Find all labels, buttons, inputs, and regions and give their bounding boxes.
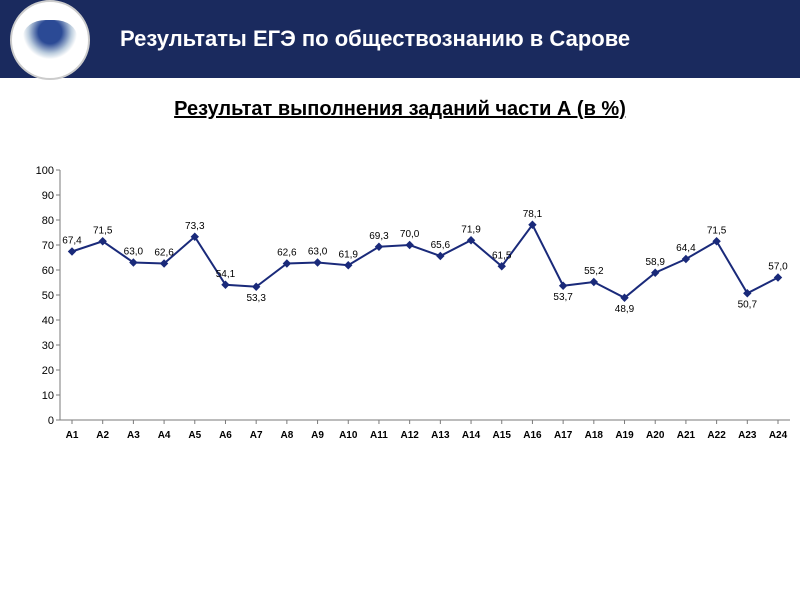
svg-text:10: 10 <box>42 390 54 402</box>
svg-text:58,9: 58,9 <box>645 257 665 268</box>
svg-text:62,6: 62,6 <box>277 248 297 259</box>
svg-text:А18: А18 <box>585 430 604 441</box>
svg-text:А6: А6 <box>219 430 232 441</box>
svg-text:А19: А19 <box>615 430 634 441</box>
svg-text:70,0: 70,0 <box>400 229 420 240</box>
svg-text:73,3: 73,3 <box>185 221 205 232</box>
svg-text:71,5: 71,5 <box>707 225 727 236</box>
svg-text:А8: А8 <box>280 430 293 441</box>
page-title: Результаты ЕГЭ по обществознанию в Саров… <box>120 26 630 52</box>
svg-text:54,1: 54,1 <box>216 269 236 280</box>
svg-text:40: 40 <box>42 315 54 327</box>
svg-text:65,6: 65,6 <box>431 240 451 251</box>
svg-text:А4: А4 <box>158 430 171 441</box>
svg-text:63,0: 63,0 <box>308 247 328 258</box>
svg-text:А24: А24 <box>769 430 788 441</box>
svg-text:А3: А3 <box>127 430 140 441</box>
svg-text:А9: А9 <box>311 430 324 441</box>
svg-text:70: 70 <box>42 240 54 252</box>
svg-text:69,3: 69,3 <box>369 231 389 242</box>
svg-text:А12: А12 <box>400 430 419 441</box>
svg-text:53,3: 53,3 <box>246 293 266 304</box>
logo-badge <box>10 0 90 80</box>
svg-text:А7: А7 <box>250 430 263 441</box>
chart-subtitle: Результат выполнения заданий части А (в … <box>0 98 800 121</box>
svg-text:50,7: 50,7 <box>738 299 758 310</box>
svg-text:А20: А20 <box>646 430 665 441</box>
svg-text:А22: А22 <box>707 430 726 441</box>
svg-text:А23: А23 <box>738 430 757 441</box>
svg-text:А5: А5 <box>188 430 201 441</box>
svg-text:0: 0 <box>48 415 54 427</box>
svg-text:90: 90 <box>42 190 54 202</box>
svg-text:20: 20 <box>42 365 54 377</box>
svg-text:А13: А13 <box>431 430 450 441</box>
svg-text:А11: А11 <box>370 430 388 441</box>
svg-text:53,7: 53,7 <box>553 292 573 303</box>
chart-area: 0 10 20 30 40 50 60 70 80 90 100 А1 А2 А3 А4 А5 А6 А7 А8 А9… <box>0 160 800 460</box>
svg-text:А17: А17 <box>554 430 573 441</box>
svg-text:А2: А2 <box>96 430 109 441</box>
svg-text:А15: А15 <box>493 430 512 441</box>
line-chart: 0 10 20 30 40 50 60 70 80 90 100 А1 А2 А3 А4 А5 А6 А7 А8 А9… <box>0 160 800 460</box>
svg-text:А1: А1 <box>66 430 79 441</box>
subtitle-container: Результат выполнения заданий части А (в … <box>0 78 800 129</box>
svg-text:67,4: 67,4 <box>62 236 82 247</box>
svg-text:71,9: 71,9 <box>461 224 481 235</box>
svg-text:62,6: 62,6 <box>154 248 174 259</box>
svg-text:55,2: 55,2 <box>584 266 604 277</box>
svg-text:71,5: 71,5 <box>93 225 113 236</box>
svg-text:64,4: 64,4 <box>676 243 696 254</box>
svg-text:78,1: 78,1 <box>523 209 543 220</box>
svg-text:100: 100 <box>36 165 54 177</box>
svg-text:57,0: 57,0 <box>768 262 788 273</box>
svg-text:50: 50 <box>42 290 54 302</box>
svg-text:60: 60 <box>42 265 54 277</box>
svg-text:А21: А21 <box>677 430 696 441</box>
svg-text:61,5: 61,5 <box>492 250 512 261</box>
svg-text:48,9: 48,9 <box>615 304 635 315</box>
svg-text:А10: А10 <box>339 430 358 441</box>
svg-text:63,0: 63,0 <box>124 247 144 258</box>
svg-text:80: 80 <box>42 215 54 227</box>
svg-text:А14: А14 <box>462 430 481 441</box>
svg-text:А16: А16 <box>523 430 542 441</box>
header-bar: Результаты ЕГЭ по обществознанию в Саров… <box>0 0 800 78</box>
logo-icon <box>23 20 77 60</box>
svg-text:61,9: 61,9 <box>339 249 359 260</box>
svg-text:30: 30 <box>42 340 54 352</box>
